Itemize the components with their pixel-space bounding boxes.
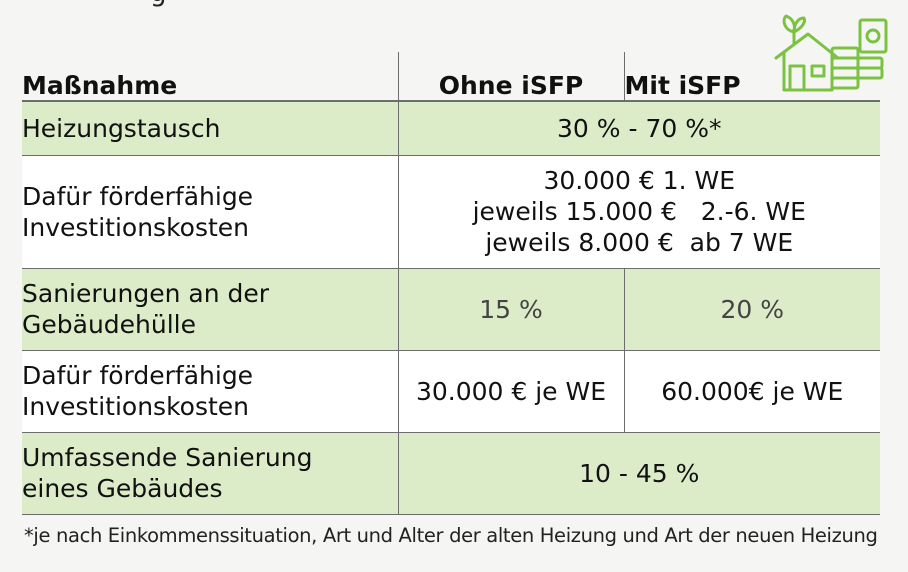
value-mit-isfp: 20 % xyxy=(623,268,880,351)
value-mit-isfp: 60.000€ je WE xyxy=(623,350,880,433)
table-row: Umfassende Sanierung eines Gebäudes 10 -… xyxy=(22,432,880,515)
value-ohne-isfp: 15 % xyxy=(397,268,624,351)
value-line: 10 - 45 % xyxy=(579,458,700,488)
header-ohne-isfp: Ohne iSFP xyxy=(397,52,624,102)
label-line: Heizungstausch xyxy=(22,113,221,143)
merged-value: 30.000 € 1. WE jeweils 15.000 € 2.-6. WE… xyxy=(397,155,880,269)
label-line: Dafür förderfähige xyxy=(22,181,254,211)
label-line: Gebäudehülle xyxy=(22,310,196,339)
label-line: Investitionskosten xyxy=(22,212,250,242)
row-label: Heizungstausch xyxy=(22,101,398,156)
value-line: jeweils 15.000 € 2.-6. WE xyxy=(472,197,806,226)
header-mit-isfp: Mit iSFP xyxy=(623,52,880,102)
label-line: Dafür förderfähige xyxy=(22,361,254,390)
table-row: Heizungstausch 30 % - 70 %* xyxy=(22,101,880,156)
table-row: Dafür förderfähige Investitionskosten 30… xyxy=(22,350,880,433)
row-label: Dafür förderfähige Investitionskosten xyxy=(22,155,398,269)
label-line: Sanierungen an der xyxy=(22,279,270,308)
value-line: 30 % - 70 %* xyxy=(557,113,722,143)
footnote: *je nach Einkommenssituation, Art und Al… xyxy=(24,524,878,547)
table-row: Sanierungen an der Gebäudehülle 15 % 20 … xyxy=(22,268,880,351)
label-line: eines Gebäudes xyxy=(22,474,223,503)
label-line: Investitionskosten xyxy=(22,392,250,421)
value-line: 30.000 € 1. WE xyxy=(543,166,736,195)
merged-value: 10 - 45 % xyxy=(397,432,880,515)
value-line: jeweils 8.000 € ab 7 WE xyxy=(485,228,794,257)
table-header-row: Maßnahme Ohne iSFP Mit iSFP xyxy=(22,52,880,102)
cut-off-heading: g xyxy=(150,0,167,8)
row-label: Umfassende Sanierung eines Gebäudes xyxy=(22,432,398,515)
header-massnahme: Maßnahme xyxy=(22,52,398,102)
value-ohne-isfp: 30.000 € je WE xyxy=(397,350,624,433)
label-line: Umfassende Sanierung xyxy=(22,443,313,472)
funding-table: Maßnahme Ohne iSFP Mit iSFP Heizungstaus… xyxy=(22,52,880,515)
merged-value: 30 % - 70 %* xyxy=(397,101,880,156)
row-label: Dafür förderfähige Investitionskosten xyxy=(22,350,398,433)
row-label: Sanierungen an der Gebäudehülle xyxy=(22,268,398,351)
table-row: Dafür förderfähige Investitionskosten 30… xyxy=(22,155,880,269)
